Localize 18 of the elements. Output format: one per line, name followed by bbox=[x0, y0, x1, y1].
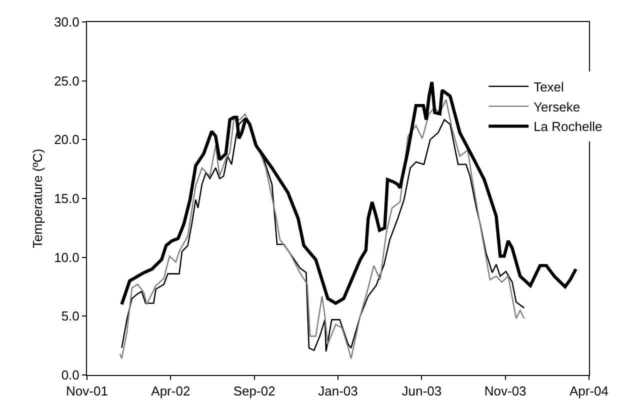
y-tick-label: 0.0 bbox=[61, 368, 80, 383]
x-tick-label: Apr-04 bbox=[569, 384, 609, 399]
x-tick-label: Nov-01 bbox=[66, 384, 108, 399]
legend-label: Yerseke bbox=[534, 99, 580, 114]
x-tick-label: Jun-03 bbox=[402, 384, 442, 399]
x-tick-label: Sep-02 bbox=[233, 384, 276, 399]
y-tick-label: 5.0 bbox=[61, 308, 80, 324]
x-tick-label: Jan-03 bbox=[318, 384, 358, 399]
x-tick-label: Nov-03 bbox=[484, 384, 526, 399]
y-tick-label: 10.0 bbox=[54, 250, 80, 265]
legend-label: Texel bbox=[534, 79, 564, 94]
y-tick-label: 15.0 bbox=[54, 191, 80, 206]
y-axis-title: Temperature (ºC) bbox=[30, 148, 46, 248]
legend-label: La Rochelle bbox=[534, 119, 602, 134]
x-tick-label: Apr-02 bbox=[151, 384, 190, 399]
y-tick-label: 30.0 bbox=[54, 14, 80, 30]
y-tick-label: 20.0 bbox=[54, 132, 80, 148]
y-tick-label: 25.0 bbox=[54, 73, 80, 88]
